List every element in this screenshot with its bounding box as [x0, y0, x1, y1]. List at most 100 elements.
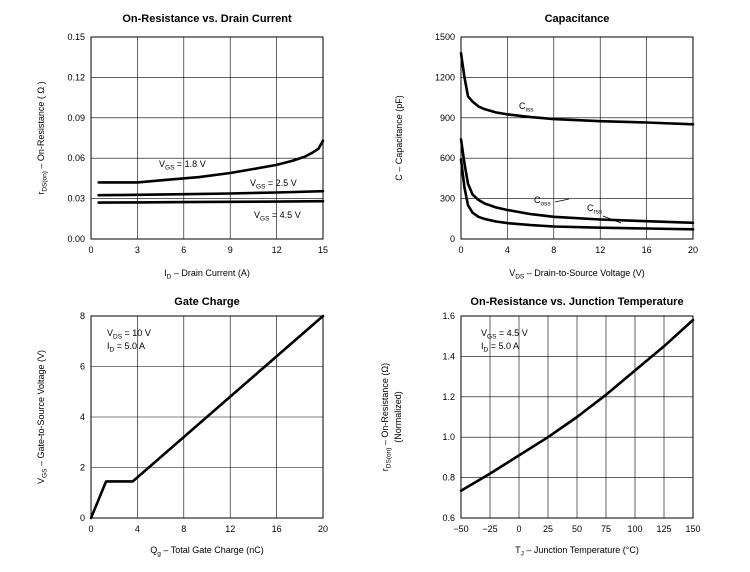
annotation-label-part: V: [159, 159, 165, 169]
crss-leader-line: [602, 215, 622, 224]
chart-title: On-Resistance vs. Drain Current: [122, 13, 292, 25]
y-axis-label: VGS – Gate-to-Source Voltage (V): [36, 350, 49, 484]
annotation-label: Crss: [587, 203, 603, 216]
annotation-label-part: V: [250, 178, 256, 188]
y-tick-label: 0.6: [442, 513, 455, 523]
annotation-label: Coss: [534, 195, 551, 208]
annotation-label-part: oss: [541, 201, 552, 208]
x-tick-label: 12: [595, 245, 605, 255]
x-axis-label-part: g: [157, 551, 161, 558]
x-axis-label-part: V: [509, 268, 515, 278]
x-tick-label: 4: [505, 245, 510, 255]
coss-leader-line: [554, 198, 570, 203]
y-axis-label-part: C – Capacitance (pF): [394, 95, 404, 181]
x-tick-label: 12: [225, 524, 235, 534]
x-axis-label: Qg – Total Gate Charge (nC): [150, 545, 264, 558]
annotation-label-part: C: [587, 203, 594, 213]
plot-frame: [460, 315, 694, 519]
x-tick-label: 150: [685, 524, 700, 534]
chart-0: On-Resistance vs. Drain Current 0 3 6 9 12 15 0…: [36, 13, 328, 281]
x-tick-label: 4: [135, 524, 140, 534]
annotation-label-part: I: [481, 341, 484, 351]
y-axis-label-part: DS(on): [42, 171, 49, 192]
y-axis-label: rDS(on) – On-Resistance ( Ω ): [36, 81, 49, 194]
x-tick-label: 50: [572, 524, 582, 534]
x-axis-label-part: – Drain Current (A): [171, 268, 250, 278]
x-axis-label-part: T: [515, 545, 521, 555]
y-tick-label: 0: [450, 234, 455, 244]
chart-title: Capacitance: [545, 13, 610, 25]
annotation-label: VGS = 2.5 V: [250, 178, 297, 191]
x-tick-label: 0: [516, 524, 521, 534]
x-axis-label-part: – Drain-to-Source Voltage (V): [524, 268, 645, 278]
annotation-label-part: = 4.5 V: [496, 328, 527, 338]
annotation-label: VGS = 1.8 V: [159, 159, 206, 172]
x-axis-label-part: D: [167, 274, 172, 281]
annotation-label-part: = 2.5 V: [265, 178, 296, 188]
x-tick-label: 8: [551, 245, 556, 255]
y-tick-label: 1.0: [442, 432, 455, 442]
y-axis-label-part: – On-Resistance (Ω): [380, 363, 390, 448]
annotation-label-part: D: [484, 347, 489, 354]
y-tick-label: 0.8: [442, 473, 455, 483]
annotation-label-part: = 1.8 V: [174, 159, 205, 169]
x-tick-label: 75: [601, 524, 611, 534]
annotation-label-part: D: [110, 347, 115, 354]
y-axis-label-part: GS: [42, 468, 49, 478]
x-axis-label: VDS – Drain-to-Source Voltage (V): [509, 268, 645, 281]
annotation-label-part: = 5.0 A: [488, 341, 519, 351]
annotation-label-part: = 4.5 V: [269, 210, 300, 220]
annotation-label-part: GS: [165, 165, 175, 172]
annotation-label-part: = 5.0 A: [114, 341, 145, 351]
series-line-0: [459, 51, 695, 126]
chart-1: Capacitance 0 4 8 12 16 20 0 300 600 900 1200 1500 VD…: [394, 13, 698, 281]
y-axis-label: C – Capacitance (pF): [394, 95, 404, 181]
x-tick-label: 100: [627, 524, 642, 534]
y-axis-label-part: DS(on): [386, 448, 393, 469]
y-tick-label: 2: [80, 463, 85, 473]
x-tick-label: 9: [228, 245, 233, 255]
y-axis-label-part: – On-Resistance ( Ω ): [36, 81, 46, 171]
x-axis-label-part: Q: [150, 545, 157, 555]
y-tick-label: 6: [80, 362, 85, 372]
series-line-0: [89, 314, 325, 520]
annotation-label-part: GS: [256, 184, 266, 191]
chart-title: On-Resistance vs. Junction Temperature: [470, 296, 683, 308]
x-axis-label-part: – Total Gate Charge (nC): [161, 545, 264, 555]
annotation-label-part: DS: [113, 334, 123, 341]
annotation-label-part: V: [254, 210, 260, 220]
annotation-label: Ciss: [519, 101, 534, 114]
y-tick-label: 900: [440, 113, 455, 123]
x-axis-label-part: I: [164, 268, 167, 278]
series-line-2: [97, 199, 325, 204]
annotation-label: VGS = 4.5 V: [481, 328, 528, 341]
y-tick-label: 8: [80, 311, 85, 321]
y-tick-label: 1200: [435, 72, 455, 82]
chart-3: On-Resistance vs. Junction Temperature −5…: [380, 296, 701, 558]
annotation-label: ID = 5.0 A: [481, 341, 519, 354]
series-line-0: [97, 139, 325, 184]
y-tick-label: 4: [80, 412, 85, 422]
y-axis-label-normalized: (Normalized): [393, 391, 403, 443]
y-tick-label: 300: [440, 194, 455, 204]
x-axis-label: ID – Drain Current (A): [164, 268, 250, 281]
x-tick-label: 16: [272, 524, 282, 534]
plot-frame: [90, 315, 324, 519]
annotation-label-part: GS: [487, 334, 497, 341]
annotation-label-part: GS: [260, 216, 270, 223]
annotation-label-part: C: [534, 195, 541, 205]
y-tick-label: 0: [80, 513, 85, 523]
annotation-label: ID = 5.0 A: [107, 341, 145, 354]
y-tick-label: 0.06: [67, 153, 85, 163]
x-tick-label: −50: [453, 524, 468, 534]
annotation-label-part: iss: [526, 107, 535, 114]
chart-2: Gate Charge 0 4 8 12 16 20 0 2 4 6 8 Qg – Total Gate…: [36, 296, 328, 558]
y-tick-label: 600: [440, 153, 455, 163]
annotation-label-part: rss: [594, 209, 603, 216]
annotation-label-part: V: [481, 328, 487, 338]
x-axis-label-part: J: [521, 551, 524, 558]
x-tick-label: 125: [656, 524, 671, 534]
y-axis-label-part: r: [36, 192, 46, 195]
annotation-label-part: C: [519, 101, 526, 111]
